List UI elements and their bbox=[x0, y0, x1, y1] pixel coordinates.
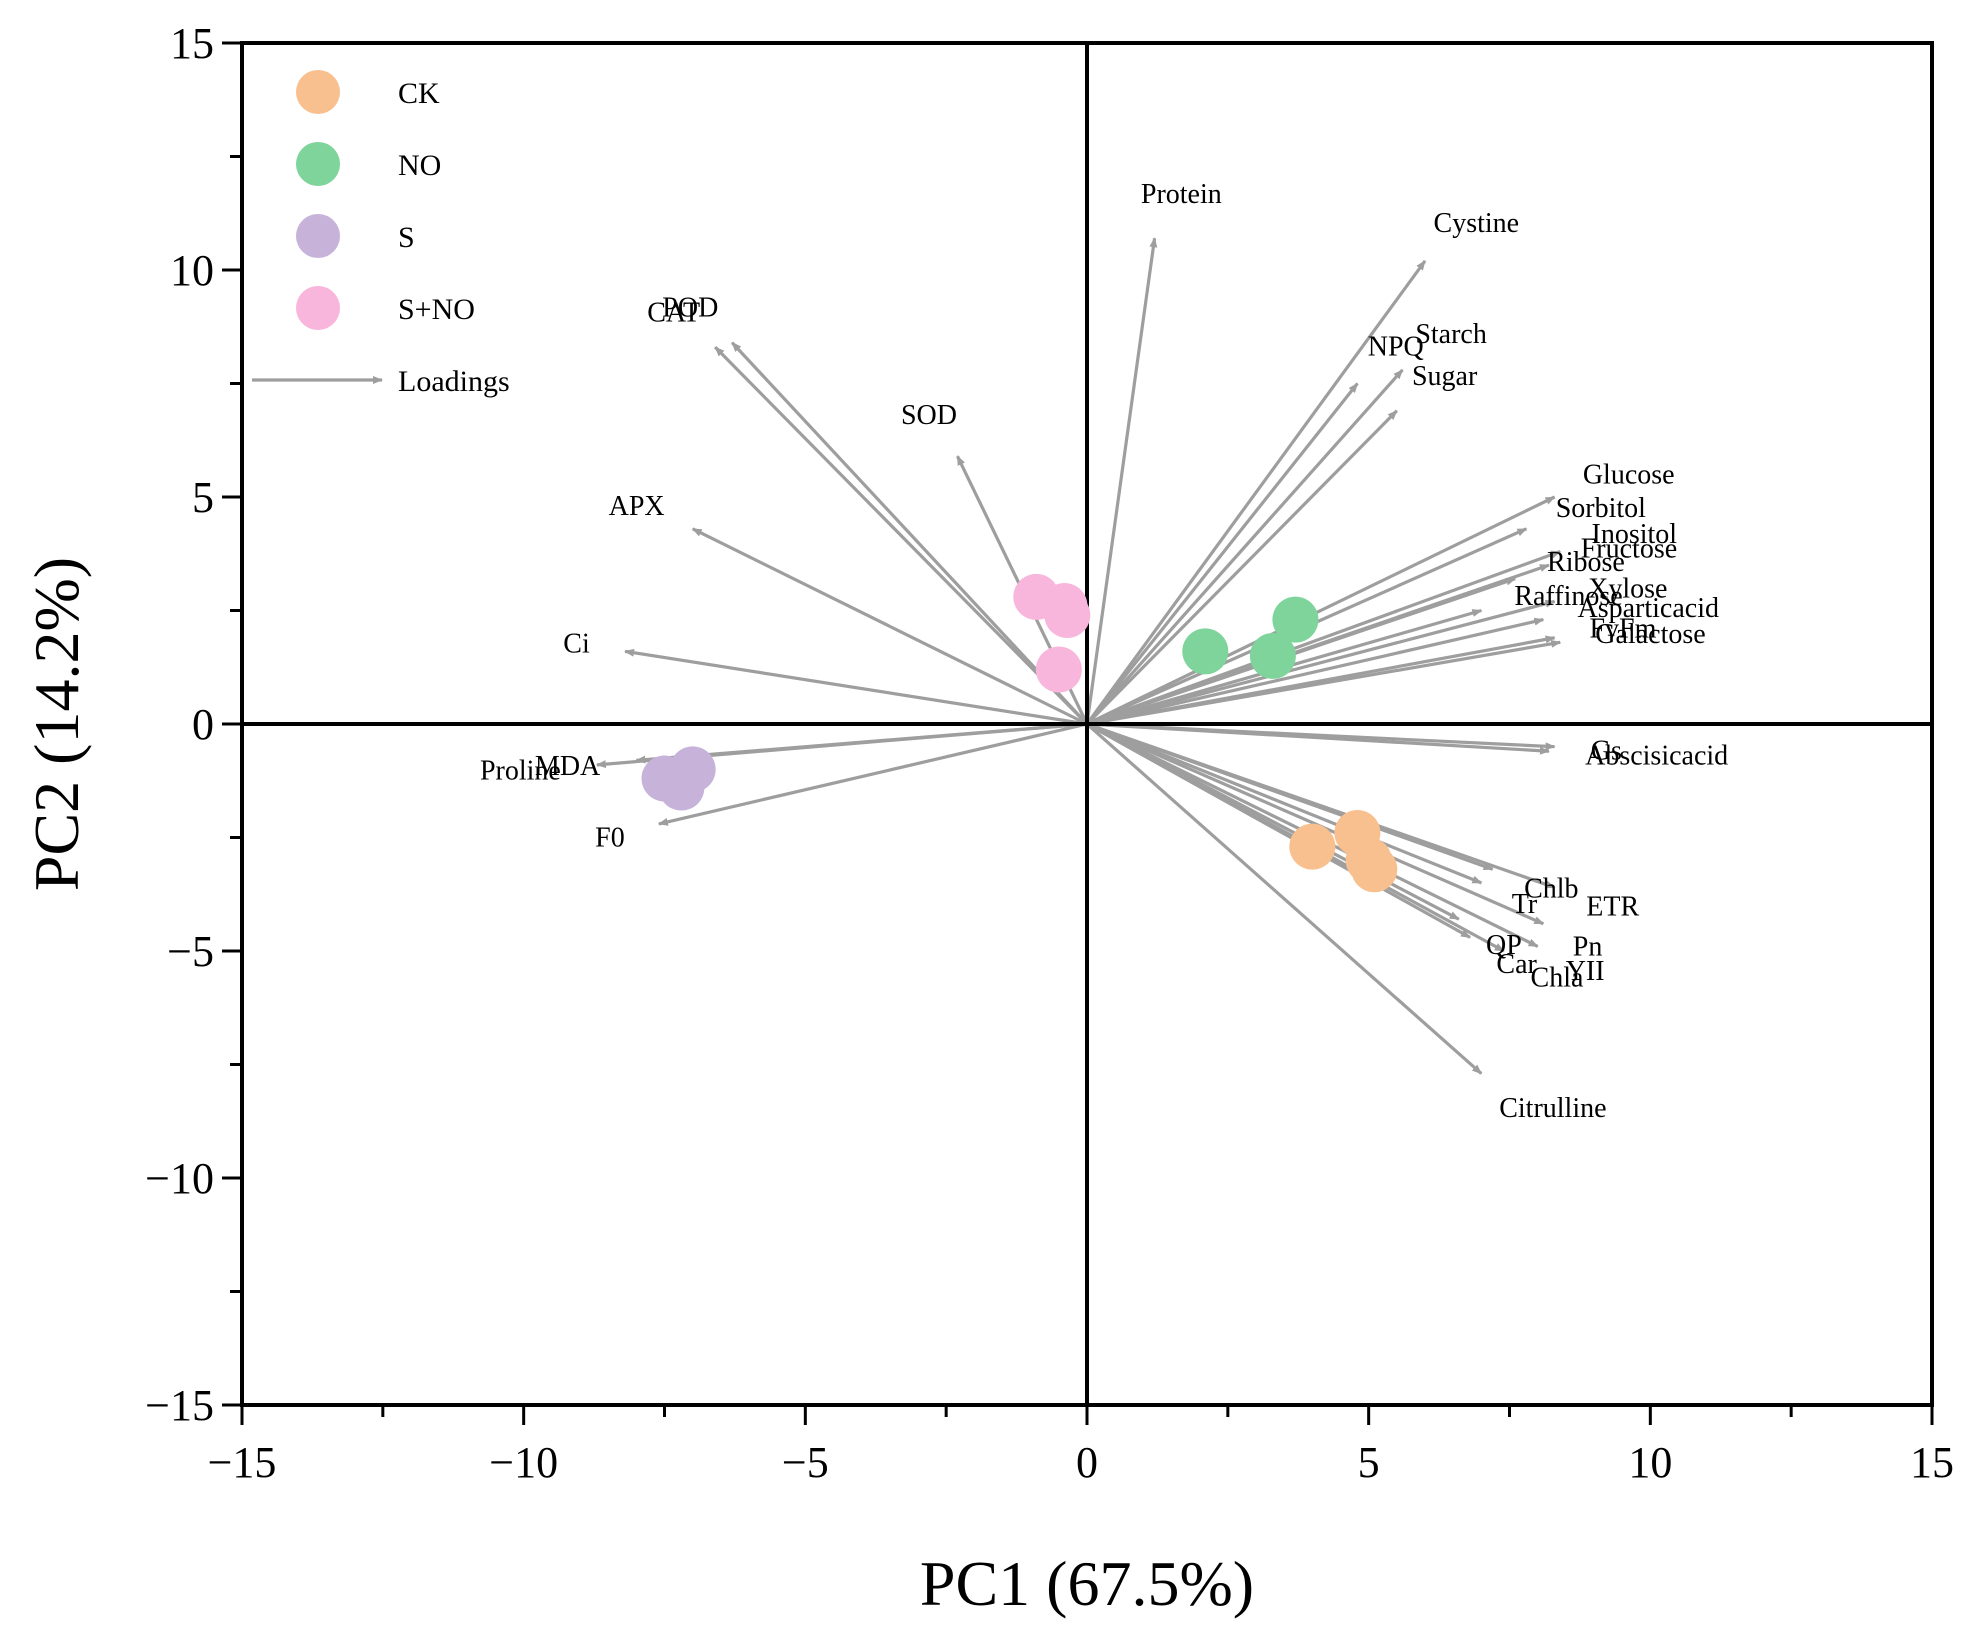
loading-label: Galactose bbox=[1595, 619, 1705, 650]
loading-label: SOD bbox=[901, 400, 957, 431]
loading-arrow bbox=[1085, 722, 1483, 1075]
loading-arrow bbox=[691, 527, 1088, 726]
loading-arrow bbox=[1086, 722, 1556, 889]
loading-label: QP bbox=[1486, 930, 1522, 961]
legend-swatch bbox=[296, 214, 340, 258]
loading-arrow bbox=[657, 722, 1088, 826]
loading-label: Gs bbox=[1591, 735, 1622, 766]
loading-label: Pn bbox=[1573, 931, 1603, 962]
x-tick-label: 10 bbox=[1628, 1438, 1672, 1487]
score-point bbox=[1044, 592, 1091, 639]
x-tick-label: −5 bbox=[782, 1438, 829, 1487]
loading-label: FvFm bbox=[1589, 614, 1656, 645]
legend: CK NO S S+NO Loadings bbox=[252, 70, 510, 398]
loading-label: Ribose bbox=[1547, 547, 1625, 578]
x-tick-label: 15 bbox=[1910, 1438, 1954, 1487]
y-tick-label: −5 bbox=[167, 927, 214, 976]
loading-arrow bbox=[1086, 495, 1556, 726]
loading-label: Xylose bbox=[1588, 573, 1667, 604]
loading-arrow bbox=[1086, 577, 1517, 726]
legend-swatch bbox=[296, 70, 340, 114]
x-tick-label: 0 bbox=[1076, 1438, 1098, 1487]
score-point bbox=[1351, 846, 1398, 893]
axis-ticks: −15 −10 −5 0 5 10 15 −15 −10 −5 0 5 10 15 bbox=[145, 19, 1954, 1487]
loading-label: Glucose bbox=[1583, 460, 1675, 491]
legend-label: S bbox=[398, 221, 415, 254]
loading-label: ETR bbox=[1586, 892, 1639, 923]
x-tick-label: −15 bbox=[208, 1438, 277, 1487]
score-points-layer bbox=[641, 573, 1398, 893]
loading-label: Abscisicacid bbox=[1585, 741, 1728, 772]
loading-label: MDA bbox=[535, 751, 601, 782]
loading-arrow bbox=[1085, 409, 1398, 726]
loading-arrow bbox=[624, 648, 1088, 726]
legend-label: CK bbox=[398, 77, 440, 110]
loading-label: Citrulline bbox=[1499, 1093, 1606, 1124]
loading-arrow bbox=[1086, 617, 1545, 726]
y-tick-label: 5 bbox=[192, 473, 214, 522]
loading-label: F0 bbox=[595, 823, 625, 854]
score-point bbox=[658, 764, 705, 811]
zero-axes bbox=[242, 43, 1932, 1405]
legend-swatch bbox=[296, 142, 340, 186]
loading-label: Cystine bbox=[1434, 208, 1520, 239]
loading-label: YII bbox=[1566, 956, 1605, 987]
score-point bbox=[1272, 596, 1319, 643]
loading-arrow bbox=[1085, 368, 1404, 726]
loading-arrow bbox=[1086, 722, 1483, 885]
y-tick-label: 15 bbox=[170, 19, 214, 68]
loading-label: Protein bbox=[1141, 179, 1222, 210]
loading-arrow bbox=[1086, 722, 1550, 755]
loading-label: Tr bbox=[1512, 889, 1538, 920]
legend-label: S+NO bbox=[398, 293, 475, 326]
score-point bbox=[1289, 823, 1336, 870]
loading-label: Inositol bbox=[1592, 519, 1678, 550]
loading-label: Car bbox=[1496, 949, 1537, 980]
loading-label: Asparticacid bbox=[1577, 593, 1719, 624]
loading-label: CAT bbox=[647, 298, 700, 329]
y-tick-label: 0 bbox=[192, 700, 214, 749]
loading-label: Ci bbox=[563, 629, 590, 660]
loading-arrow bbox=[1086, 639, 1562, 726]
y-axis-title: PC2 (14.2%) bbox=[21, 557, 92, 891]
loading-label: POD bbox=[662, 292, 718, 323]
loading-arrow bbox=[1086, 599, 1556, 726]
loading-arrow bbox=[730, 341, 1089, 726]
x-tick-label: −10 bbox=[489, 1438, 558, 1487]
score-point bbox=[1249, 632, 1296, 679]
loading-label: Raffinose bbox=[1514, 581, 1622, 612]
loading-label: NPQ bbox=[1368, 331, 1424, 362]
loading-label: Fructose bbox=[1581, 533, 1677, 564]
legend-label: NO bbox=[398, 149, 441, 182]
legend-label: Loadings bbox=[398, 365, 510, 398]
x-tick-label: 5 bbox=[1358, 1438, 1380, 1487]
loading-arrow bbox=[1085, 382, 1359, 725]
loading-arrow bbox=[714, 346, 1089, 726]
loadings-layer bbox=[595, 237, 1562, 1075]
loading-arrow bbox=[1085, 237, 1158, 725]
loading-label: Proline bbox=[480, 756, 561, 787]
score-point bbox=[1182, 628, 1229, 675]
loading-label: Starch bbox=[1415, 319, 1487, 350]
loading-arrow bbox=[1085, 259, 1427, 725]
y-tick-label: −10 bbox=[145, 1154, 214, 1203]
loading-label: Chla bbox=[1531, 962, 1584, 993]
y-tick-label: 10 bbox=[170, 246, 214, 295]
score-point bbox=[1035, 646, 1082, 693]
loading-label: APX bbox=[609, 491, 665, 522]
y-tick-label: −15 bbox=[145, 1381, 214, 1430]
loading-label: Sugar bbox=[1412, 361, 1478, 392]
loading-label: Sorbitol bbox=[1556, 493, 1646, 524]
x-axis-title: PC1 (67.5%) bbox=[920, 1548, 1254, 1619]
legend-swatch bbox=[296, 286, 340, 330]
loading-label: Chlb bbox=[1524, 874, 1578, 905]
